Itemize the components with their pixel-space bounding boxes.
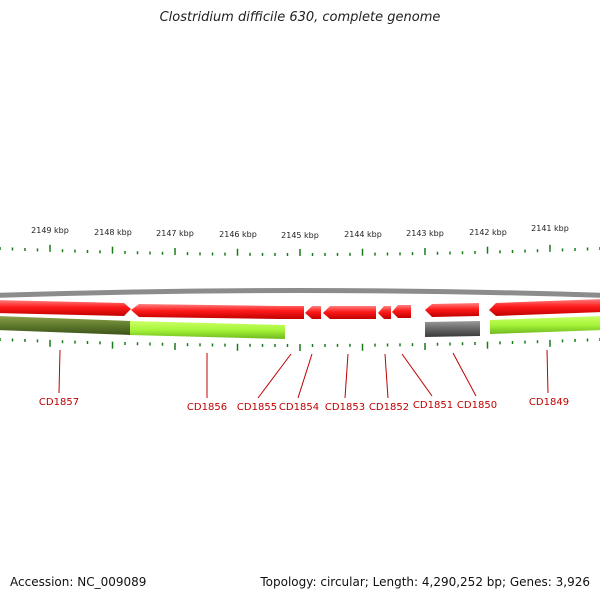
gene-block-CD1850: [425, 321, 480, 337]
backbone-ring: [0, 288, 600, 298]
gene-label-CD1852: CD1852: [369, 402, 409, 413]
gene-arrow-CD1855: [131, 304, 304, 319]
accession-text: Accession: NC_009089: [10, 575, 147, 589]
gene-label-CD1853: CD1853: [325, 402, 365, 413]
kbp-labels: 2149 kbp 2148 kbp 2147 kbp 2146 kbp 2145…: [31, 224, 569, 240]
gene-label-CD1850: CD1850: [457, 400, 497, 411]
gene-block-CD1857: [0, 316, 130, 335]
gene-label-CD1851: CD1851: [413, 400, 453, 411]
forward-strand-genes: [0, 299, 600, 319]
gene-leader-lines: [58, 349, 549, 399]
kbp-label: 2147 kbp: [156, 229, 194, 238]
gene-arrow-CD1857-forward: [0, 300, 131, 316]
kbp-label: 2146 kbp: [219, 230, 257, 239]
kbp-label: 2148 kbp: [94, 228, 132, 237]
gene-arrow-CD1852: [378, 306, 391, 319]
gene-block-CD1849: [490, 316, 600, 334]
kbp-label: 2144 kbp: [344, 230, 382, 239]
gene-arrow-CD1850-forward: [425, 303, 479, 317]
genome-stats-text: Topology: circular; Length: 4,290,252 bp…: [260, 575, 590, 589]
gene-label-CD1856: CD1856: [187, 402, 227, 413]
gene-arrow-CD1849-forward: [489, 299, 600, 316]
gene-block-CD1856: [130, 321, 285, 339]
kbp-label: 2149 kbp: [31, 226, 69, 235]
gene-arrow-CD1851: [392, 305, 411, 318]
gene-label-CD1849: CD1849: [529, 397, 569, 408]
kbp-label: 2142 kbp: [469, 228, 507, 237]
kbp-label: 2143 kbp: [406, 229, 444, 238]
gene-label-CD1857: CD1857: [39, 397, 79, 408]
gene-labels: CD1857 CD1856 CD1855 CD1854 CD1853 CD185…: [39, 397, 569, 413]
gene-label-CD1854: CD1854: [279, 402, 319, 413]
upper-tick-marks: [0, 244, 600, 256]
kbp-label: 2145 kbp: [281, 231, 319, 240]
lower-tick-marks: [0, 338, 600, 351]
kbp-label: 2141 kbp: [531, 224, 569, 233]
gene-arrow-CD1854: [305, 306, 321, 319]
gene-label-CD1855: CD1855: [237, 402, 277, 413]
reverse-strand-genes: [0, 316, 600, 339]
gene-arrow-CD1853: [323, 306, 376, 319]
map-title: Clostridium difficile 630, complete geno…: [159, 10, 441, 25]
